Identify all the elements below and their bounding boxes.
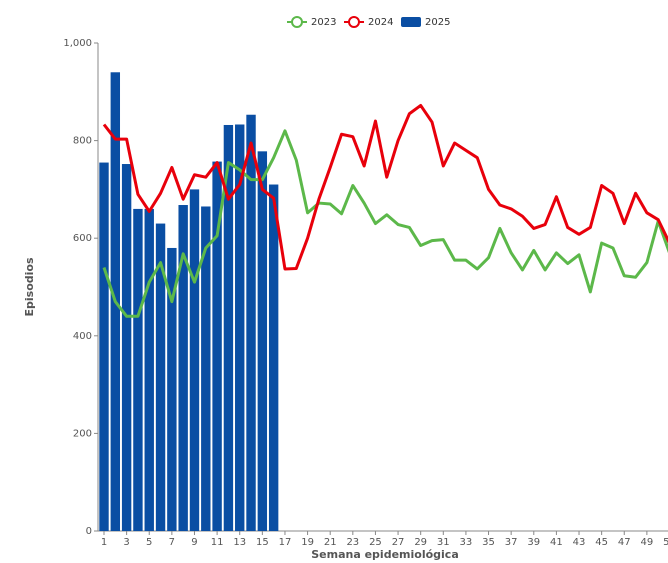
line [102,103,668,271]
x-tick-label: 15 [256,537,269,548]
x-tick-label: 49 [641,537,654,548]
x-tick-label: 23 [346,537,359,548]
legend-swatch [401,17,421,27]
legend-label: 2023 [311,17,336,28]
bar [212,161,222,532]
x-axis-label: Semana epidemiológica [311,548,459,561]
y-axis-label: Episodios [23,257,36,316]
x-tick-label: 17 [279,537,292,548]
x-tick-label: 3 [123,537,129,548]
legend-label: 2025 [425,17,450,28]
legend-marker [291,16,303,28]
x-tick-label: 39 [527,537,540,548]
x-tick-label: 25 [369,537,382,548]
y-tick-label: 0 [86,526,92,537]
bar [257,151,268,531]
legend-label: 2024 [368,17,393,28]
y-tick-label: 800 [73,136,92,147]
x-tick-label: 43 [573,537,586,548]
bar [121,164,132,532]
x-tick-label: 11 [211,537,224,548]
bar [144,208,154,532]
x-tick-label: 51 [663,537,668,548]
bar [178,205,188,532]
x-tick-label: 9 [191,537,197,548]
x-tick-label: 27 [392,537,405,548]
x-tick-label: 31 [437,537,450,548]
x-tick-label: 21 [324,537,337,548]
x-tick-label: 35 [482,537,495,548]
legend-marker [348,16,360,28]
x-tick-label: 7 [169,537,175,548]
bar [201,206,211,532]
x-tick-label: 37 [505,537,518,548]
bar [268,184,279,531]
y-tick-label: 1,000 [63,38,92,49]
line [102,129,668,318]
bar [99,162,109,531]
x-tick-label: 33 [460,537,473,548]
bar [223,124,234,531]
x-tick-label: 29 [414,537,427,548]
x-tick-label: 13 [233,537,246,548]
x-tick-label: 41 [550,537,563,548]
y-tick-label: 600 [73,233,92,244]
x-tick-label: 5 [146,537,152,548]
bar [189,189,200,531]
x-tick-label: 47 [618,537,631,548]
bar [235,124,245,531]
y-tick-label: 400 [73,331,92,342]
x-tick-label: 19 [301,537,314,548]
bar [167,247,177,531]
bar [133,208,143,532]
x-tick-label: 45 [595,537,608,548]
y-tick-label: 200 [73,428,92,439]
x-tick-label: 1 [101,537,107,548]
bar [246,114,256,532]
bar [155,223,166,531]
